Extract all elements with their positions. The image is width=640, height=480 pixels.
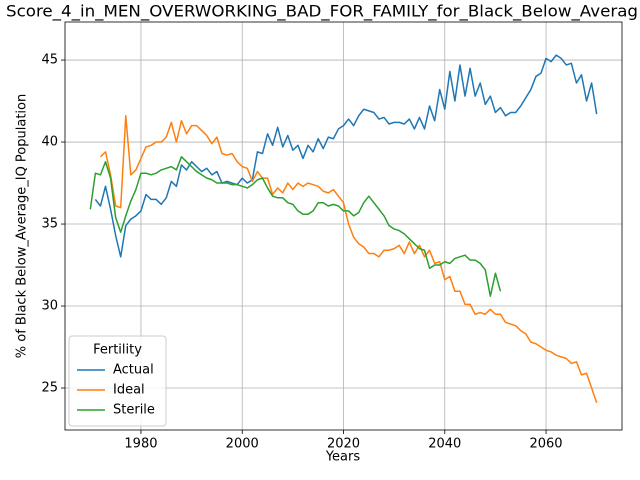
legend-label: Actual (113, 363, 154, 378)
x-tick-label: 2060 (529, 437, 562, 452)
y-tick-label: 25 (41, 381, 58, 396)
line-series (89, 156, 502, 297)
legend-box (68, 335, 167, 427)
legend-label: Sterile (113, 403, 155, 418)
x-tick-label: 1980 (124, 437, 157, 452)
line-series (94, 54, 598, 258)
legend-label: Ideal (113, 383, 145, 398)
y-tick-label: 30 (41, 299, 58, 314)
x-tick-label: 2000 (226, 437, 259, 452)
legend-title: Fertility (93, 343, 142, 358)
chart-title: Score_4_in_MEN_OVERWORKING_BAD_FOR_FAMIL… (6, 2, 638, 22)
line-series (99, 115, 598, 404)
x-axis-label: Years (325, 450, 361, 465)
legend: Fertility Actual Ideal Sterile (68, 335, 167, 427)
y-axis-label: % of Black Below_Average_IQ Population (15, 94, 30, 358)
x-tick-label: 2020 (327, 437, 360, 452)
plot-frame (64, 21, 623, 431)
x-tick-label: 2040 (428, 437, 461, 452)
y-tick-label: 45 (41, 53, 58, 68)
y-tick-label: 40 (41, 135, 58, 150)
y-tick-label: 35 (41, 217, 58, 232)
